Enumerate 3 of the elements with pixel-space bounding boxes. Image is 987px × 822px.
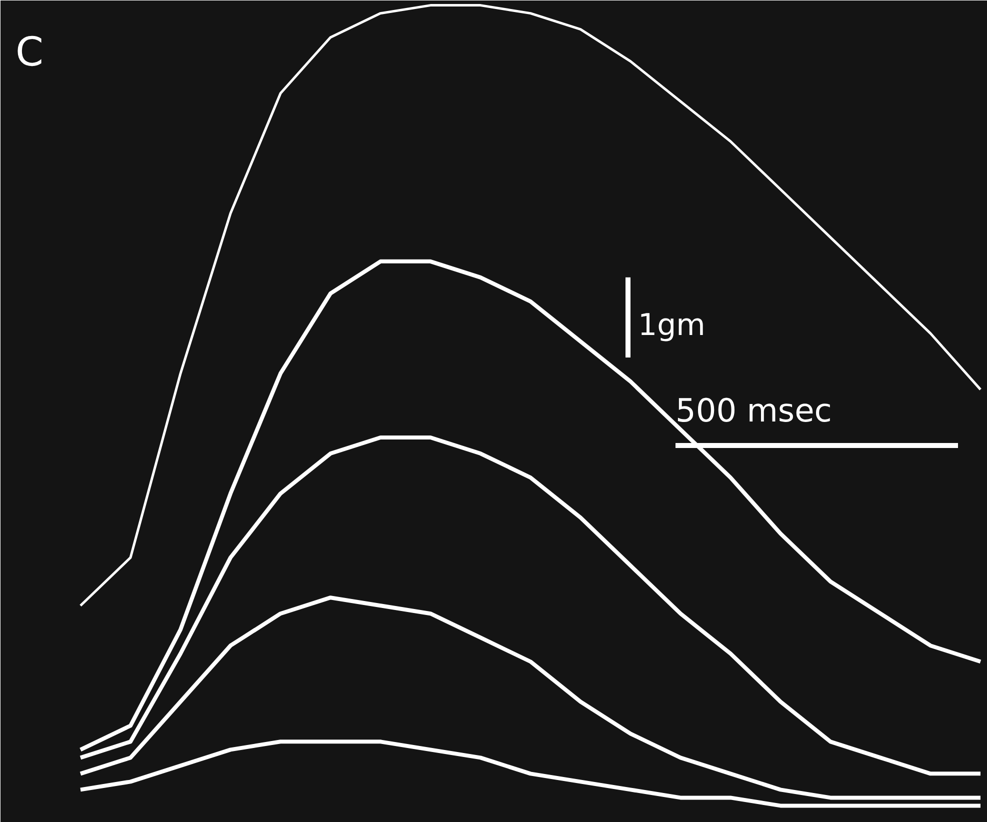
text: C bbox=[16, 30, 44, 76]
annotation: 500 msec bbox=[676, 392, 832, 430]
annotation: 1gm bbox=[638, 308, 706, 343]
